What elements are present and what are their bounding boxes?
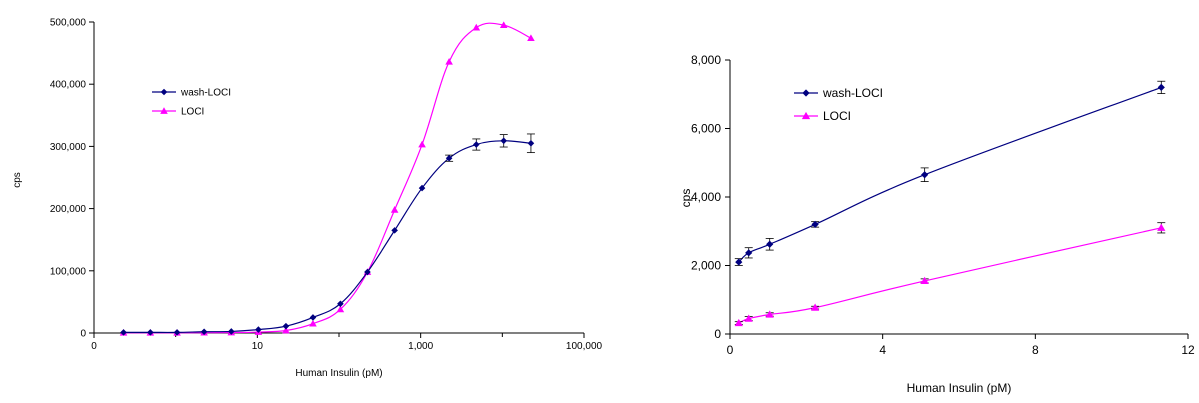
x-axis-label: Human Insulin (pM) bbox=[907, 381, 1012, 395]
x-tick-label: 10 bbox=[252, 341, 264, 352]
legend-marker bbox=[160, 88, 168, 96]
data-point bbox=[766, 240, 774, 248]
series-line bbox=[123, 140, 531, 334]
legend-label: LOCI bbox=[823, 109, 851, 123]
chart-left-log: 0 100,000 200,000 300,000 400,000 500,000 0 10 1… bbox=[12, 18, 603, 380]
data-point bbox=[390, 206, 399, 213]
y-tick-label: 0 bbox=[714, 327, 721, 341]
data-point bbox=[765, 310, 774, 318]
data-point bbox=[418, 140, 426, 148]
y-axis-label: cps bbox=[12, 172, 23, 188]
data-point bbox=[282, 326, 290, 334]
data-point bbox=[364, 268, 371, 276]
data-point bbox=[255, 326, 262, 333]
data-point bbox=[282, 322, 290, 330]
y-tick-label: 400,000 bbox=[50, 80, 87, 91]
data-point bbox=[228, 328, 235, 335]
data-point bbox=[811, 220, 819, 228]
data-point bbox=[309, 314, 317, 321]
y-axis-label: cps bbox=[679, 189, 693, 208]
legend-label: LOCI bbox=[181, 107, 204, 118]
legend-item: wash-LOCI bbox=[794, 86, 883, 100]
legend: wash-LOCI LOCI bbox=[794, 86, 883, 123]
data-point bbox=[147, 329, 154, 336]
series-loci bbox=[119, 21, 535, 336]
x-tick-label: 0 bbox=[91, 341, 97, 352]
y-tick-label: 0 bbox=[80, 329, 86, 340]
data-point bbox=[745, 249, 753, 257]
series-line bbox=[738, 86, 1162, 263]
data-point bbox=[391, 227, 398, 234]
data-point bbox=[309, 319, 317, 327]
x-tick-label: 8 bbox=[1032, 343, 1039, 357]
data-point bbox=[336, 305, 345, 313]
chart-right-linear: 0 2,000 4,000 6,000 8,000 0 4 8 12 Human Insulin … bbox=[679, 53, 1195, 395]
data-point bbox=[744, 314, 753, 322]
data-point bbox=[472, 23, 481, 31]
legend-marker bbox=[160, 107, 168, 114]
y-tick-label: 6,000 bbox=[691, 122, 721, 136]
x-axis-label: Human Insulin (pM) bbox=[295, 368, 382, 379]
x-tick-label: 0 bbox=[727, 343, 734, 357]
legend-marker bbox=[802, 89, 810, 97]
legend-label: wash-LOCI bbox=[822, 86, 883, 100]
data-point bbox=[200, 328, 208, 336]
series-line bbox=[123, 22, 532, 334]
data-point bbox=[337, 300, 344, 308]
data-point bbox=[921, 171, 929, 179]
legend-marker bbox=[801, 111, 811, 120]
data-point bbox=[735, 258, 743, 266]
data-point bbox=[527, 34, 535, 42]
y-tick-label: 500,000 bbox=[50, 18, 87, 29]
data-point bbox=[810, 303, 820, 311]
x-tick-label: 100,000 bbox=[566, 341, 603, 352]
series-loci bbox=[734, 222, 1166, 327]
y-tick-label: 200,000 bbox=[50, 204, 87, 215]
data-point bbox=[445, 154, 453, 162]
y-tick-label: 300,000 bbox=[50, 142, 87, 153]
x-tick-label: 1,000 bbox=[408, 341, 433, 352]
data-point bbox=[473, 141, 480, 148]
data-point bbox=[1157, 83, 1165, 91]
y-tick-label: 2,000 bbox=[691, 259, 721, 273]
data-point bbox=[445, 58, 453, 65]
x-tick-label: 12 bbox=[1181, 343, 1195, 357]
data-point bbox=[499, 21, 508, 28]
legend-item: LOCI bbox=[152, 107, 204, 118]
data-point bbox=[418, 184, 426, 192]
series-wash-loci bbox=[734, 80, 1166, 266]
data-point bbox=[1157, 223, 1166, 231]
legend: wash-LOCI LOCI bbox=[152, 88, 231, 118]
y-tick-label: 8,000 bbox=[691, 53, 721, 67]
data-point bbox=[500, 137, 508, 145]
series-wash-loci bbox=[120, 133, 535, 336]
data-point bbox=[734, 318, 743, 327]
x-tick-label: 4 bbox=[879, 343, 886, 357]
data-point bbox=[173, 329, 181, 336]
legend-label: wash-LOCI bbox=[180, 88, 231, 99]
y-tick-label: 100,000 bbox=[50, 266, 87, 277]
series-line bbox=[738, 227, 1162, 324]
data-point bbox=[527, 139, 535, 147]
legend-item: wash-LOCI bbox=[152, 88, 231, 99]
legend-item: LOCI bbox=[794, 109, 851, 123]
data-point bbox=[920, 276, 929, 285]
data-point bbox=[120, 329, 127, 336]
y-tick-label: 4,000 bbox=[691, 190, 721, 204]
